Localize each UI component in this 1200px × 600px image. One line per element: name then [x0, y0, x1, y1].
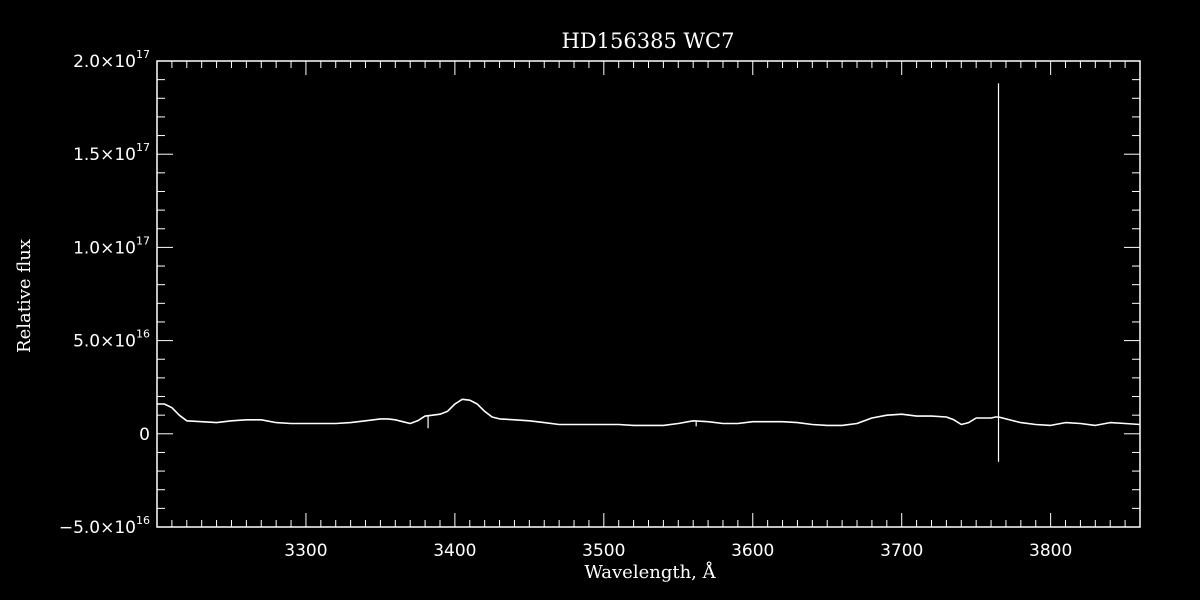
y-tick-label: 1.0×1017 — [73, 234, 150, 258]
x-tick-label: 3300 — [284, 541, 327, 561]
y-tick-label: 0 — [139, 425, 150, 445]
y-tick-label: 2.0×1017 — [73, 48, 150, 72]
x-tick-label: 3500 — [582, 541, 625, 561]
y-tick-label: 1.5×1017 — [73, 141, 150, 165]
spectrum-line — [157, 398, 1141, 427]
y-tick-label: −5.0×1016 — [59, 514, 150, 538]
x-tick-label: 3400 — [433, 541, 476, 561]
chart-title: HD156385 WC7 — [561, 29, 734, 53]
x-tick-label: 3800 — [1029, 541, 1072, 561]
x-axis-ticks — [156, 61, 1141, 527]
y-axis-label: Relative flux — [14, 239, 35, 353]
x-tick-label: 3600 — [731, 541, 774, 561]
y-axis-tick-labels: −5.0×1016 0 5.0×1016 1.0×1017 1.5×1017 2.0×10… — [59, 48, 150, 538]
x-axis-label: Wavelength, Å — [584, 561, 716, 583]
x-tick-label: 3700 — [880, 541, 923, 561]
x-axis-tick-labels: 3300 3400 3500 3600 3700 3800 — [284, 541, 1072, 561]
y-tick-label: 5.0×1016 — [73, 328, 150, 352]
series-layer — [157, 83, 1141, 462]
y-axis-ticks — [157, 60, 1140, 528]
